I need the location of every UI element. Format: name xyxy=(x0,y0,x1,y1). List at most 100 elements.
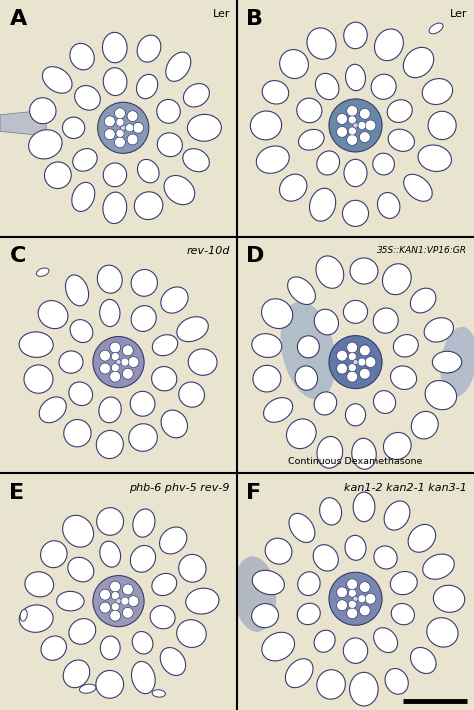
Ellipse shape xyxy=(96,430,123,459)
Circle shape xyxy=(353,359,358,365)
Ellipse shape xyxy=(63,117,85,138)
Ellipse shape xyxy=(152,574,177,596)
Circle shape xyxy=(98,102,149,153)
Ellipse shape xyxy=(295,366,318,391)
Ellipse shape xyxy=(70,320,93,342)
Ellipse shape xyxy=(134,192,163,219)
Ellipse shape xyxy=(130,545,155,572)
Ellipse shape xyxy=(103,192,127,224)
Ellipse shape xyxy=(19,605,53,633)
Circle shape xyxy=(109,371,120,382)
Ellipse shape xyxy=(161,287,188,313)
Circle shape xyxy=(104,116,115,127)
Ellipse shape xyxy=(99,397,121,422)
Ellipse shape xyxy=(391,366,417,390)
Ellipse shape xyxy=(157,99,180,124)
Circle shape xyxy=(346,608,357,618)
Circle shape xyxy=(100,350,110,361)
Ellipse shape xyxy=(314,392,337,415)
Circle shape xyxy=(337,363,347,374)
Ellipse shape xyxy=(314,310,338,335)
Circle shape xyxy=(116,359,121,365)
Ellipse shape xyxy=(75,86,100,110)
Ellipse shape xyxy=(157,133,182,157)
Circle shape xyxy=(359,345,370,356)
Text: Ler: Ler xyxy=(449,9,467,19)
Ellipse shape xyxy=(103,163,127,187)
Circle shape xyxy=(346,579,357,590)
Ellipse shape xyxy=(161,410,188,438)
Ellipse shape xyxy=(137,160,159,182)
Ellipse shape xyxy=(177,317,208,342)
Circle shape xyxy=(348,364,356,371)
Ellipse shape xyxy=(164,175,195,204)
Ellipse shape xyxy=(131,305,156,332)
Ellipse shape xyxy=(429,23,443,34)
Circle shape xyxy=(365,356,376,368)
Ellipse shape xyxy=(152,689,165,697)
Ellipse shape xyxy=(137,75,158,99)
Ellipse shape xyxy=(233,556,276,632)
Circle shape xyxy=(104,129,115,140)
Circle shape xyxy=(100,363,110,374)
Circle shape xyxy=(116,119,124,126)
Ellipse shape xyxy=(319,498,342,525)
Circle shape xyxy=(365,594,376,604)
Circle shape xyxy=(348,116,356,124)
Circle shape xyxy=(337,350,347,361)
Ellipse shape xyxy=(403,48,434,77)
Circle shape xyxy=(116,599,121,604)
Ellipse shape xyxy=(264,398,292,422)
Ellipse shape xyxy=(345,535,366,560)
Circle shape xyxy=(128,356,139,368)
Ellipse shape xyxy=(64,420,91,447)
Circle shape xyxy=(359,109,370,119)
Ellipse shape xyxy=(373,308,398,333)
Ellipse shape xyxy=(346,404,365,426)
Ellipse shape xyxy=(103,67,127,96)
Text: 35S::KAN1:VP16:GR: 35S::KAN1:VP16:GR xyxy=(377,246,467,255)
Ellipse shape xyxy=(408,525,436,552)
Ellipse shape xyxy=(346,65,365,91)
Ellipse shape xyxy=(317,437,343,468)
Ellipse shape xyxy=(131,662,155,694)
Ellipse shape xyxy=(288,277,315,305)
Circle shape xyxy=(337,587,347,598)
Circle shape xyxy=(337,114,347,124)
Ellipse shape xyxy=(424,317,454,342)
Ellipse shape xyxy=(343,300,368,323)
Circle shape xyxy=(359,131,370,143)
Text: F: F xyxy=(246,483,262,503)
Circle shape xyxy=(111,603,119,611)
Ellipse shape xyxy=(160,527,187,554)
Ellipse shape xyxy=(69,382,92,405)
Ellipse shape xyxy=(387,99,412,122)
Ellipse shape xyxy=(70,43,94,70)
Ellipse shape xyxy=(19,332,53,357)
Ellipse shape xyxy=(253,366,281,392)
Text: A: A xyxy=(9,9,27,30)
Ellipse shape xyxy=(313,545,338,571)
Circle shape xyxy=(109,581,120,592)
Circle shape xyxy=(359,581,370,593)
Text: B: B xyxy=(246,9,264,30)
Ellipse shape xyxy=(344,159,367,187)
Ellipse shape xyxy=(374,391,396,413)
Ellipse shape xyxy=(188,349,217,376)
Text: phb-6 phv-5 rev-9: phb-6 phv-5 rev-9 xyxy=(129,483,230,493)
Text: Continuous Dexamethasone: Continuous Dexamethasone xyxy=(288,457,423,466)
Ellipse shape xyxy=(68,557,94,581)
Circle shape xyxy=(111,591,119,600)
Circle shape xyxy=(122,584,133,595)
Ellipse shape xyxy=(317,151,339,175)
Circle shape xyxy=(128,596,139,606)
Ellipse shape xyxy=(317,670,346,699)
Ellipse shape xyxy=(129,424,157,452)
Circle shape xyxy=(93,576,144,627)
Circle shape xyxy=(337,126,347,137)
Ellipse shape xyxy=(41,636,66,660)
Circle shape xyxy=(359,605,370,616)
Circle shape xyxy=(93,337,144,388)
Ellipse shape xyxy=(410,288,436,313)
Ellipse shape xyxy=(152,334,178,356)
